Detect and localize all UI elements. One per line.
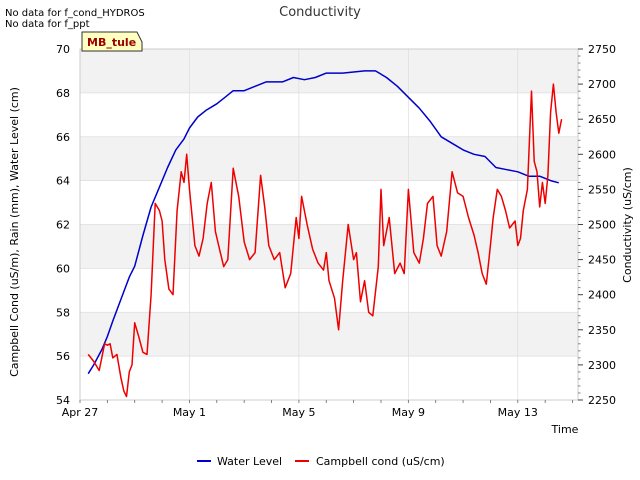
y2-axis-ticks: 2250 2300 2350 2400 2450 2500 2550 2600 2650 2700… xyxy=(578,43,616,407)
y2-tick-label-2700: 2700 xyxy=(588,78,616,91)
y-tick-label-68: 68 xyxy=(56,87,70,100)
background-bands xyxy=(80,49,578,357)
x-tick-label-4: May 13 xyxy=(498,406,538,419)
y-tick-label-66: 66 xyxy=(56,131,70,144)
no-data-notice-hydros: No data for f_cond_HYDROS xyxy=(5,8,145,19)
x-tick-label-3: May 9 xyxy=(392,406,425,419)
band-68 xyxy=(80,49,578,93)
y-tick-label-60: 60 xyxy=(56,262,70,275)
y2-tick-label-2550: 2550 xyxy=(588,183,616,196)
y2-tick-label-2300: 2300 xyxy=(588,359,616,372)
y2-tick-label-2250: 2250 xyxy=(588,394,616,407)
x-tick-label-0: Apr 27 xyxy=(62,406,99,419)
y-tick-label-62: 62 xyxy=(56,219,70,232)
y2-tick-label-2600: 2600 xyxy=(588,148,616,161)
y2-axis-label: Conductivity (uS/cm) xyxy=(621,167,634,283)
badge-label: MB_tule xyxy=(87,36,136,49)
x-axis-ticks: Apr 27 May 1 May 5 May 9 May 13 xyxy=(62,400,573,419)
band-56 xyxy=(80,312,578,357)
legend-label-campbell-cond: Campbell cond (uS/cm) xyxy=(316,455,445,468)
y2-tick-label-2750: 2750 xyxy=(588,43,616,56)
series-line-water-level xyxy=(87,70,559,375)
legend-label-water-level: Water Level xyxy=(217,455,282,468)
x-axis-label: Time xyxy=(551,423,579,436)
chart-title: Conductivity xyxy=(279,5,361,20)
series-line-campbell-cond-us-cm xyxy=(87,83,563,398)
x-tick-label-2: May 5 xyxy=(282,406,315,419)
y-tick-label-56: 56 xyxy=(56,350,70,363)
y-axis-ticks: 54 56 58 60 62 64 66 68 70 xyxy=(56,43,70,407)
y-tick-label-64: 64 xyxy=(56,175,70,188)
badge: MB_tule xyxy=(81,31,143,52)
y2-tick-label-2650: 2650 xyxy=(588,113,616,126)
no-data-notice-ppt: No data for f_ppt xyxy=(5,19,90,30)
legend: Water Level Campbell cond (uS/cm) xyxy=(197,455,445,468)
y-axis-label: Campbell Cond (uS/m), Rain (mm), Water L… xyxy=(8,87,21,377)
y-tick-label-58: 58 xyxy=(56,306,70,319)
y-tick-label-54: 54 xyxy=(56,394,70,407)
x-tick-label-1: May 1 xyxy=(173,406,206,419)
band-64 xyxy=(80,136,578,181)
y2-tick-label-2400: 2400 xyxy=(588,289,616,302)
y2-tick-label-2350: 2350 xyxy=(588,324,616,337)
y2-tick-label-2450: 2450 xyxy=(588,254,616,267)
y2-tick-label-2500: 2500 xyxy=(588,219,616,232)
y-tick-label-70: 70 xyxy=(56,43,70,56)
series-layer xyxy=(87,70,563,398)
